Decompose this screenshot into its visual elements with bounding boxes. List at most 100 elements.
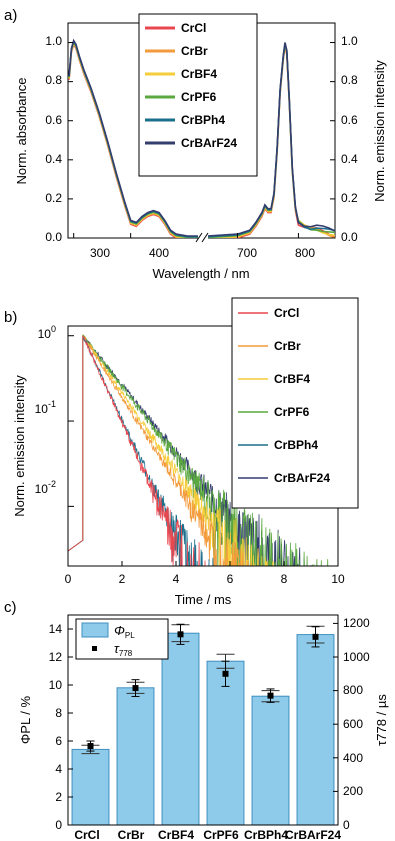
a-legend-label-2: CrBF4	[181, 67, 217, 81]
c-bar-3	[206, 660, 245, 826]
b-xtick-4: 4	[173, 572, 180, 586]
c-bar-2	[161, 632, 200, 826]
a-legend-label-1: CrBr	[181, 44, 208, 58]
a-xtick-300: 300	[90, 246, 110, 260]
c-legend-label-tau: τ778	[114, 641, 133, 658]
c-ytick-2: 4	[55, 762, 62, 776]
a-y-axis-label: Norm. absorbance	[14, 78, 29, 185]
b-legend-label-0: CrCl	[274, 306, 299, 320]
a-ytick-2: 0.4	[45, 152, 62, 166]
b-decay-line-0	[68, 335, 206, 566]
b-legend: CrCl CrBr CrBF4 CrPF6 CrBPh4 CrBArF24	[231, 297, 359, 509]
b-xtick-6: 6	[227, 572, 234, 586]
c-xtick-0: CrCl	[74, 828, 99, 841]
a-legend: CrCl CrBr CrBF4 CrPF6 CrBPh4 CrBArF24	[138, 13, 258, 177]
b-legend-label-3: CrPF6	[274, 405, 310, 419]
b-legend-label-5: CrBArF24	[274, 471, 330, 485]
c-tau-point-4	[267, 692, 274, 699]
c-ytick-1: 2	[55, 790, 62, 804]
panel-a-label: a)	[4, 7, 17, 24]
c-tau-point-5	[312, 633, 319, 640]
b-y-axis-label: Norm. emission intensity	[12, 375, 27, 517]
c-y-axis-label-right: τ778 / µs	[374, 694, 389, 746]
a-ytick-5: 1.0	[45, 34, 62, 48]
a-ytick-right-5: 1.0	[341, 34, 358, 48]
c-ytick-7: 14	[49, 622, 63, 636]
b-x-axis-label: Time / ms	[175, 592, 232, 607]
c-legend-label-phi: ΦPL	[114, 623, 135, 640]
b-xtick-10: 10	[331, 572, 345, 586]
c-ytick-right-4: 800	[343, 683, 363, 697]
c-xtick-2: CrBF4	[158, 828, 194, 841]
c-ytick-right-1: 200	[343, 784, 363, 798]
c-xtick-5: CrBArF24	[285, 828, 341, 841]
b-ytick-2: 10-2	[35, 479, 56, 496]
b-legend-label-2: CrBF4	[274, 372, 310, 386]
b-xtick-2: 2	[119, 572, 126, 586]
panel-a: a) 300 400 700 800 0.0 0.2 0.4 0.6 0.8 1…	[4, 7, 387, 281]
c-ytick-0: 0	[55, 818, 62, 832]
c-legend-marker-tau	[92, 646, 97, 651]
b-xtick-0: 0	[65, 572, 72, 586]
a-emission-line-5	[207, 42, 335, 237]
c-tau-point-3	[222, 670, 229, 677]
c-bar-4	[251, 695, 290, 826]
b-xtick-8: 8	[281, 572, 288, 586]
a-xtick-400: 400	[149, 246, 169, 260]
c-ytick-6: 12	[49, 650, 63, 664]
a-legend-label-5: CrBArF24	[181, 136, 237, 150]
a-legend-label-0: CrCl	[181, 21, 206, 35]
c-ytick-right-6: 1200	[343, 616, 370, 630]
axis-break	[195, 232, 209, 243]
c-ytick-right-0: 0	[343, 818, 350, 832]
b-decay-line-3	[68, 334, 329, 566]
c-ytick-right-3: 600	[343, 717, 363, 731]
c-ytick-right-2: 400	[343, 751, 363, 765]
c-ytick-4: 8	[55, 706, 62, 720]
a-ytick-3: 0.6	[45, 113, 62, 127]
panel-c-frame	[67, 614, 339, 826]
b-legend-box	[231, 297, 359, 509]
a-ytick-right-0: 0.0	[341, 230, 358, 244]
c-xtick-3: CrPF6	[203, 828, 239, 841]
a-ytick-right-1: 0.2	[341, 191, 358, 205]
c-legend-swatch-bar	[81, 622, 109, 638]
b-legend-label-1: CrBr	[274, 339, 301, 353]
a-legend-label-4: CrBPh4	[181, 113, 225, 127]
a-legend-label-3: CrPF6	[181, 90, 217, 104]
a-xtick-800: 800	[295, 246, 315, 260]
a-xtick-700: 700	[237, 246, 257, 260]
c-tau-point-2	[177, 631, 184, 638]
b-ytick-0: 100	[38, 324, 56, 341]
a-ytick-0: 0.0	[45, 230, 62, 244]
c-bar-0	[71, 748, 110, 826]
b-ytick-1: 10-1	[35, 399, 56, 416]
a-ytick-right-4: 0.8	[341, 73, 358, 87]
c-ytick-3: 6	[55, 734, 62, 748]
b-decay-line-1	[68, 334, 256, 566]
a-x-axis-label: Wavelength / nm	[152, 266, 249, 281]
a-ytick-right-3: 0.6	[341, 113, 358, 127]
c-legend: ΦPL τ778	[75, 618, 169, 660]
a-ytick-4: 0.8	[45, 73, 62, 87]
c-xtick-1: CrBr	[118, 828, 145, 841]
c-tau-point-1	[132, 685, 139, 692]
c-tau-point-0	[87, 743, 94, 750]
b-legend-label-4: CrBPh4	[274, 438, 318, 452]
c-bar-5	[296, 634, 335, 826]
b-decay-line-2	[68, 334, 274, 566]
a-y-axis-label-right: Norm. emission intensity	[372, 60, 387, 202]
c-xtick-4: CrBPh4	[244, 828, 288, 841]
c-ytick-right-5: 1000	[343, 650, 370, 664]
b-decay-line-4	[68, 335, 214, 566]
c-y-axis-label: ΦPL / %	[18, 695, 33, 744]
panel-b-label: b)	[4, 309, 17, 326]
panel-c: c) 0 2 4 6 8 10 12 14 0 200 400 600 800 …	[4, 599, 389, 841]
panel-b: b) 0 2 4 6 8 10 100 10-1 10-2 Time / ms …	[4, 297, 359, 607]
a-ytick-right-2: 0.4	[341, 152, 358, 166]
panel-c-label: c)	[4, 599, 17, 616]
a-ytick-1: 0.2	[45, 191, 62, 205]
a-legend-box	[138, 13, 258, 177]
c-bar-1	[116, 687, 155, 826]
